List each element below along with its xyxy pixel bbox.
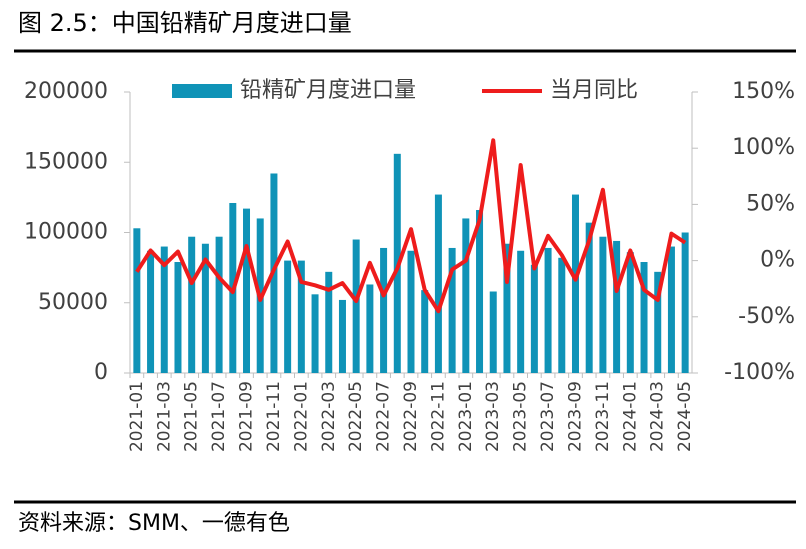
legend-label: 铅精矿月度进口量	[240, 78, 416, 103]
bar	[215, 236, 223, 373]
y-tick-label: 200000	[24, 79, 108, 104]
bar	[160, 246, 168, 373]
bar	[571, 194, 579, 373]
x-tick-label: 2021-11	[264, 381, 284, 452]
bar	[325, 271, 333, 373]
x-tick-label: 2024-03	[648, 381, 668, 452]
y-tick-label: 50000	[38, 290, 108, 315]
bar	[243, 208, 251, 373]
x-tick-label: 2024-01	[620, 381, 640, 452]
bar	[626, 252, 634, 373]
y2-tick-label: 50%	[746, 191, 795, 216]
y2-tick-label: 100%	[732, 135, 795, 160]
line	[135, 138, 687, 314]
y-tick-label: 150000	[24, 149, 108, 174]
bar	[133, 228, 141, 373]
x-tick-label: 2023-07	[538, 381, 558, 452]
x-tick-label: 2023-03	[483, 381, 503, 452]
bar	[599, 236, 607, 373]
bar	[544, 247, 552, 373]
source-note: 资料来源：SMM、一德有色	[18, 511, 290, 536]
x-tick-label: 2021-01	[127, 381, 147, 452]
bar	[174, 262, 182, 373]
bar	[311, 294, 319, 373]
y-tick-label: 100000	[24, 220, 108, 245]
bar	[421, 290, 429, 373]
x-tick-label: 2023-01	[456, 381, 476, 452]
bar	[585, 222, 593, 373]
x-tick-label: 2023-09	[565, 381, 585, 452]
x-tick-label: 2022-07	[374, 381, 394, 452]
bar	[613, 240, 621, 373]
bar	[434, 194, 442, 373]
bar	[654, 271, 662, 373]
y2-tick-label: -100%	[724, 360, 795, 385]
bar	[489, 291, 497, 373]
bar	[667, 246, 675, 373]
bar	[366, 284, 374, 373]
bar	[188, 236, 196, 373]
bar	[640, 262, 648, 373]
bar	[352, 239, 360, 373]
x-tick-label: 2024-05	[675, 381, 695, 452]
bar	[462, 218, 470, 373]
bar	[201, 243, 209, 373]
x-tick-label: 2023-11	[593, 381, 613, 452]
bar	[558, 257, 566, 373]
bar	[530, 264, 538, 373]
x-tick-label: 2022-03	[319, 381, 339, 452]
x-tick-label: 2022-01	[291, 381, 311, 452]
y2-tick-label: 0%	[760, 248, 795, 273]
y2-tick-label: -50%	[738, 304, 795, 329]
x-tick-label: 2021-03	[154, 381, 174, 452]
legend-label: 当月同比	[550, 78, 638, 103]
bar	[681, 232, 689, 373]
y-tick-label: 0	[94, 360, 108, 385]
x-tick-label: 2021-09	[237, 381, 257, 452]
bar	[503, 243, 511, 373]
bar	[297, 260, 305, 373]
bar	[517, 250, 525, 373]
bar	[284, 260, 292, 373]
bar	[338, 299, 346, 373]
bar	[380, 247, 388, 373]
bar	[147, 250, 155, 373]
x-tick-label: 2023-05	[511, 381, 531, 452]
bar	[476, 210, 484, 373]
legend-swatch	[172, 84, 232, 98]
bar	[448, 247, 456, 373]
x-tick-label: 2021-07	[209, 381, 229, 452]
chart-title: 图 2.5：中国铅精矿月度进口量	[18, 9, 352, 37]
y2-tick-label: 150%	[732, 79, 795, 104]
x-tick-label: 2022-05	[346, 381, 366, 452]
bar	[407, 250, 415, 373]
x-tick-label: 2022-09	[401, 381, 421, 452]
x-tick-label: 2022-11	[428, 381, 448, 452]
x-tick-label: 2021-05	[182, 381, 202, 452]
